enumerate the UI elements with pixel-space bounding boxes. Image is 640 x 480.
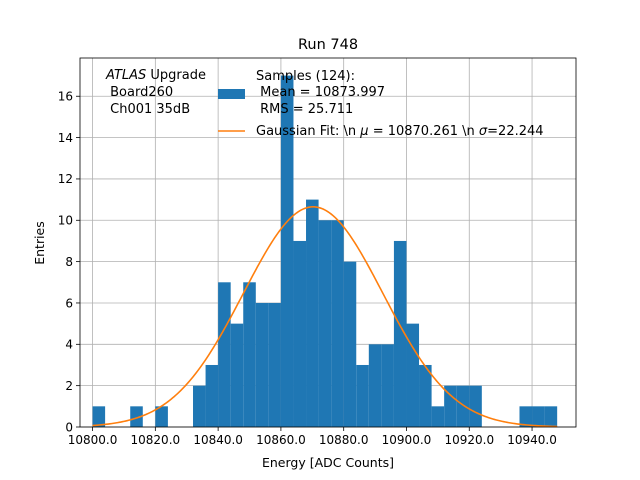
chart-title: Run 748	[298, 37, 358, 53]
histogram-bar	[130, 406, 143, 427]
y-tick-label: 14	[58, 131, 73, 145]
y-tick-label: 16	[58, 90, 73, 104]
legend-hist-line-2: Mean = 10873.997	[256, 85, 385, 100]
histogram-bar	[218, 282, 231, 427]
histogram-bar	[456, 385, 470, 427]
histogram-bar	[356, 364, 369, 427]
legend-fit-sigma: σ	[479, 124, 488, 139]
y-tick-label: 10	[58, 214, 73, 228]
legend-hist-line-1: Samples (124):	[256, 69, 355, 84]
histogram-bar	[331, 220, 344, 427]
legend-fit-mu: μ	[359, 124, 368, 139]
histogram-bar	[444, 385, 457, 427]
histogram-bar	[469, 385, 482, 427]
x-tick-label: 10820.0	[131, 433, 181, 447]
histogram-bar	[343, 261, 357, 427]
histogram-bar	[406, 323, 420, 427]
annotation-line-2: Board260	[106, 85, 173, 100]
legend: Samples (124): Mean = 10873.997 RMS = 25…	[218, 69, 544, 139]
annotation-line-3: Ch001 35dB	[106, 102, 190, 117]
x-tick-label: 10880.0	[319, 433, 369, 447]
x-tick-label: 10840.0	[193, 433, 243, 447]
histogram-bar	[431, 406, 445, 427]
histogram-bar	[544, 406, 558, 427]
annotation-atlas: ATLAS	[105, 68, 146, 83]
histogram-bar	[230, 323, 244, 427]
gaussian-fit-curve	[92, 206, 558, 428]
legend-fit-mid: = 10870.261 \n	[369, 124, 479, 139]
x-tick-label: 10940.0	[507, 433, 557, 447]
legend-fit-label: Gaussian Fit: \n μ = 10870.261 \n σ=22.2…	[256, 124, 544, 139]
histogram-bar	[243, 282, 256, 427]
x-tick-label: 10920.0	[444, 433, 494, 447]
histogram-bar	[92, 406, 106, 427]
y-tick-label: 12	[58, 172, 73, 186]
x-axis-ticks: 10800.0 10820.0 10840.0 10860.0 10880.0 10900…	[68, 427, 557, 447]
legend-hist-swatch	[218, 89, 245, 99]
y-axis-label: Entries	[32, 221, 47, 265]
x-tick-label: 10900.0	[382, 433, 432, 447]
x-tick-label: 10860.0	[256, 433, 306, 447]
legend-fit-prefix: Gaussian Fit: \n	[256, 124, 360, 139]
histogram-bar	[519, 406, 533, 427]
gaussian-fit	[92, 206, 558, 428]
histogram-bar	[155, 406, 168, 427]
histogram-bar	[381, 344, 394, 427]
plot-frame	[79, 57, 577, 428]
atlas-annotation: ATLAS Upgrade Board260 Ch001 35dB	[105, 68, 206, 117]
y-tick-label: 2	[65, 379, 73, 393]
x-tick-label: 10800.0	[68, 433, 118, 447]
legend-fit-suffix: =22.244	[487, 124, 543, 139]
histogram-bar	[419, 364, 432, 427]
legend-hist-line-3: RMS = 25.711	[256, 102, 353, 117]
y-tick-label: 0	[65, 420, 73, 434]
histogram-bar	[368, 344, 382, 427]
histogram-bar	[193, 385, 206, 427]
x-axis-label: Energy [ADC Counts]	[262, 455, 394, 470]
histogram-bar	[280, 75, 294, 428]
annotation-line-1: ATLAS Upgrade	[105, 68, 206, 83]
histogram-bar	[268, 302, 281, 427]
y-tick-label: 8	[65, 255, 73, 269]
histogram-bar	[318, 220, 332, 427]
histogram-bar	[306, 199, 319, 427]
histogram-bar	[293, 240, 307, 427]
histogram-bar	[205, 364, 219, 427]
y-tick-label: 4	[65, 338, 73, 352]
histogram-bars	[92, 75, 558, 428]
histogram-bar	[255, 302, 269, 427]
y-axis-ticks: 0 2 4 6 8 10 12 14 16	[58, 90, 80, 434]
histogram-bar	[393, 240, 407, 427]
y-tick-label: 6	[65, 296, 73, 310]
annotation-upgrade: Upgrade	[146, 68, 206, 83]
histogram-bar	[532, 406, 545, 427]
